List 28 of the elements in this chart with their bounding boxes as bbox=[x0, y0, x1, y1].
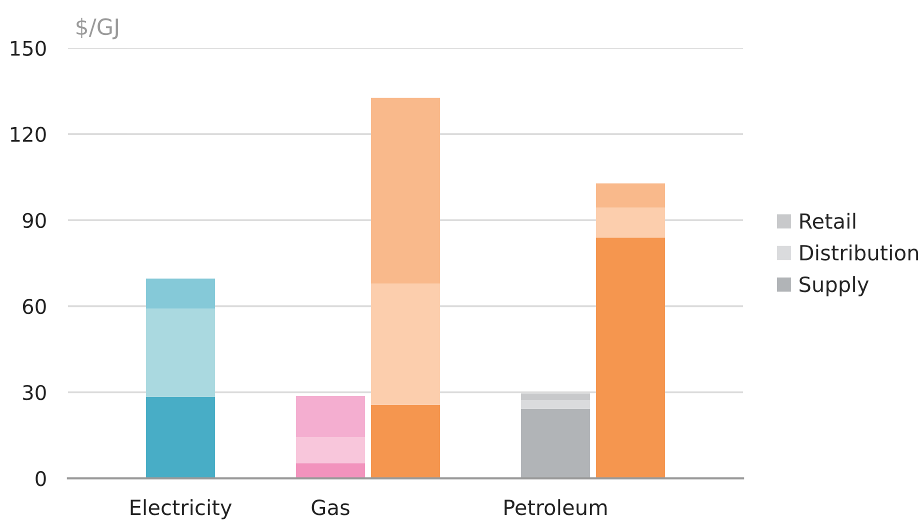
bar bbox=[296, 396, 365, 437]
y-tick-label: 60 bbox=[22, 298, 46, 314]
x-tick-label: Petroleum bbox=[504, 499, 607, 516]
bar bbox=[521, 393, 590, 400]
y-tick-label: 0 bbox=[36, 471, 46, 486]
bar bbox=[371, 404, 440, 478]
legend-label: Retail bbox=[800, 212, 856, 229]
y-tick-label: 30 bbox=[23, 384, 46, 400]
bar bbox=[371, 284, 440, 405]
y-tick-label: 150 bbox=[10, 40, 46, 56]
y-tick-label: 90 bbox=[22, 212, 46, 228]
bar bbox=[596, 183, 665, 208]
bar bbox=[521, 408, 590, 478]
bar bbox=[296, 463, 365, 478]
y-axis-title: $/GJ bbox=[76, 18, 118, 40]
bar bbox=[596, 208, 665, 238]
bar bbox=[296, 436, 365, 464]
bar bbox=[521, 400, 590, 409]
y-tick-label: 120 bbox=[10, 126, 46, 142]
legend-label: Supply bbox=[800, 276, 869, 296]
bar bbox=[371, 98, 440, 284]
legend-label: Distribution bbox=[800, 244, 918, 261]
bar bbox=[146, 396, 215, 478]
bar bbox=[596, 238, 665, 478]
bar bbox=[146, 308, 215, 397]
bar bbox=[146, 278, 215, 309]
x-tick-label: Electricity bbox=[130, 499, 232, 520]
x-tick-label: Gas bbox=[312, 500, 350, 516]
